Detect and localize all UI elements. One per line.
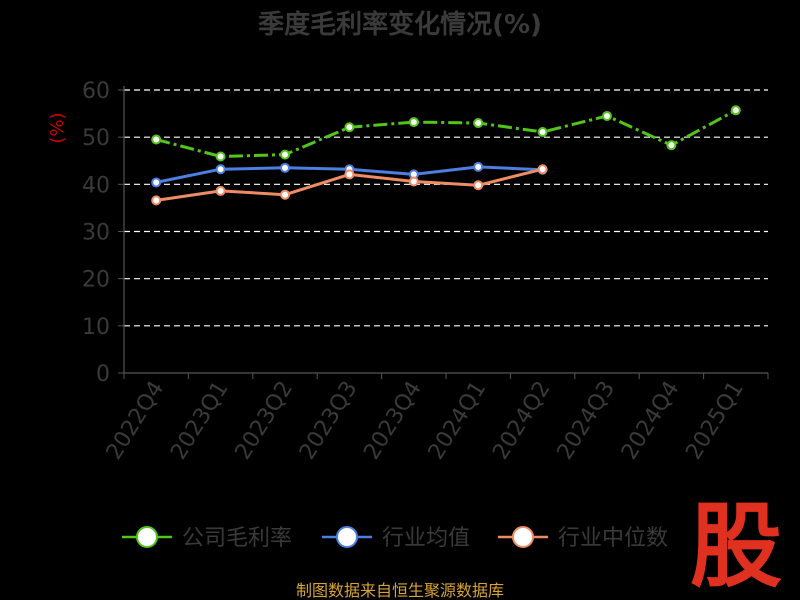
data-point: [473, 180, 484, 191]
data-point: [151, 195, 162, 206]
y-tick-label: 0: [96, 362, 110, 387]
data-point: [215, 164, 226, 175]
legend: 公司毛利率 行业均值 行业中位数: [122, 526, 668, 551]
legend-label: 公司毛利率: [182, 526, 292, 551]
legend-label: 行业均值: [382, 526, 470, 551]
axes: [123, 86, 769, 379]
data-point: [408, 176, 419, 187]
data-point: [344, 122, 355, 133]
data-point: [280, 149, 290, 160]
chart-title: 季度毛利率变化情况(%): [258, 9, 542, 40]
data-point: [666, 140, 677, 151]
grid-lines: [118, 89, 768, 374]
data-point: [280, 189, 290, 200]
x-tick-label: 2024Q3: [553, 377, 620, 464]
legend-marker: [336, 526, 358, 548]
series-lines: [151, 105, 741, 206]
data-point: [151, 177, 162, 188]
y-tick-label: 30: [82, 221, 110, 246]
data-point: [473, 118, 484, 129]
data-point: [537, 126, 548, 137]
logo-mark: 股: [690, 493, 782, 600]
x-tick-label: 2022Q4: [102, 377, 169, 464]
x-tick-label: 2024Q4: [617, 377, 684, 464]
data-point: [730, 105, 741, 116]
data-point: [151, 134, 162, 145]
legend-label: 行业中位数: [558, 526, 668, 551]
data-point: [215, 185, 226, 196]
y-tick-label: 20: [82, 268, 110, 293]
series-line-0: [155, 108, 737, 158]
y-tick-label: 10: [82, 315, 110, 340]
x-tick-label: 2023Q2: [231, 377, 298, 464]
x-tick-label: 2023Q1: [166, 377, 233, 464]
y-tick-label: 40: [82, 173, 110, 198]
x-tick-label: 2024Q1: [424, 377, 491, 464]
source-note: 制图数据来自恒生聚源数据库: [296, 581, 504, 600]
x-tick-labels: 2022Q42023Q12023Q22023Q32023Q42024Q12024…: [102, 377, 749, 464]
y-tick-label: 60: [82, 79, 110, 104]
x-tick-label: 2023Q4: [359, 377, 426, 464]
data-point: [473, 161, 484, 172]
y-axis-label: (%): [47, 112, 68, 143]
x-tick-label: 2023Q3: [295, 377, 362, 464]
data-point: [344, 169, 355, 180]
data-point: [537, 164, 548, 175]
legend-marker: [136, 526, 158, 548]
x-tick-label: 2025Q1: [681, 377, 748, 464]
data-point: [408, 117, 419, 128]
data-point: [280, 162, 290, 173]
y-tick-label: 50: [82, 126, 110, 151]
data-point: [602, 110, 612, 121]
legend-marker: [512, 526, 534, 548]
x-tick-label: 2024Q2: [488, 377, 555, 464]
data-point: [215, 151, 226, 162]
y-tick-labels: 0 10 20 30 40 50 60: [82, 79, 110, 387]
